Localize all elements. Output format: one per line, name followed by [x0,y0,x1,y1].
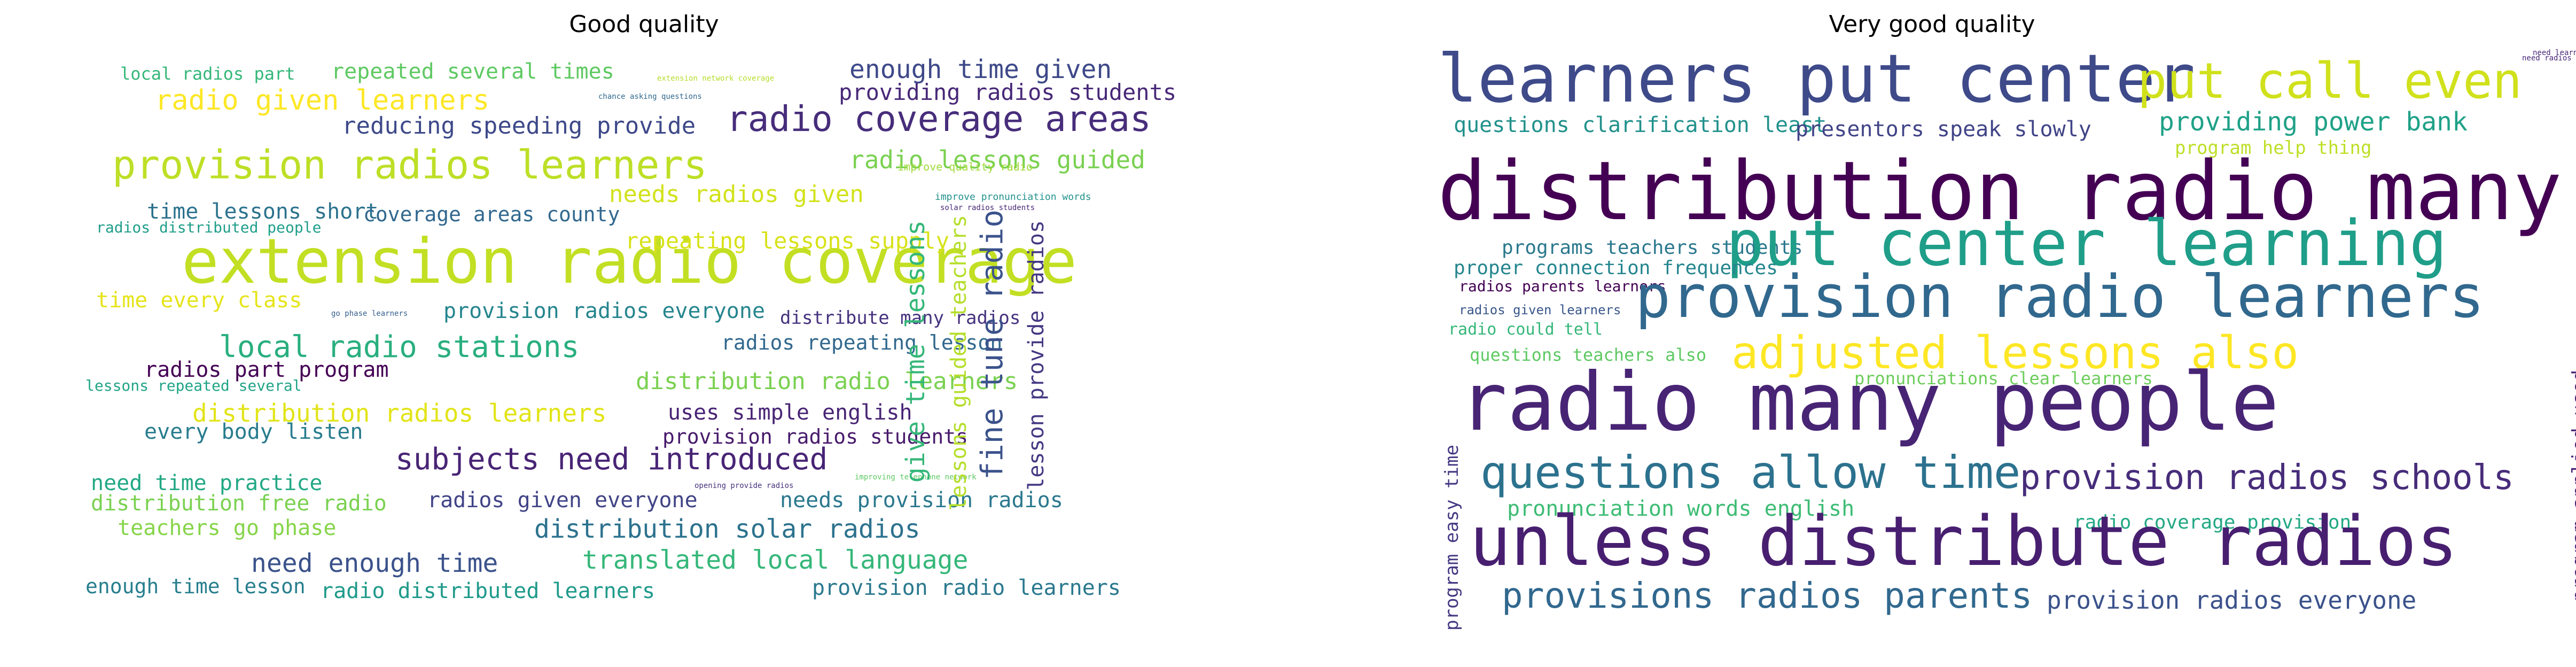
cloud-word: fine tune radio [975,210,1010,480]
cloud-word: need time practice [91,471,323,495]
cloud-word: pronunciations clear learners [1854,368,2153,389]
cloud-word: translated local language [582,545,969,575]
cloud-word: time lessons short [147,199,379,224]
cloud-word: provision radio learners [812,576,1121,600]
cloud-word: provision radios everyone [443,299,766,323]
cloud-word: radio lessons guided [849,145,1145,174]
cloud-word: radio coverage areas [727,98,1151,139]
cloud-word: solar radios students [940,204,1035,212]
cloud-word: chance asking questions [598,92,702,101]
cloud-word: teachers go phase [118,516,337,540]
cloud-word: coverage areas county [363,203,620,226]
cloud-word: presentors speak slowly [1796,117,2091,142]
cloud-word: questions teachers also [1470,345,1707,365]
cloud-word: local radio stations [219,330,580,364]
cloud-word: distribution free radio [91,491,387,516]
cloud-word: distribution radio learners [636,368,1018,395]
cloud-word: needs radios given [609,181,864,208]
cloud-word: learners put center [1438,41,2196,118]
cloud-word: uses simple english [668,400,912,425]
cloud-word: unless distribute radios [1470,502,2458,581]
cloud-word: radios given everyone [427,488,698,513]
cloud-word: proper connection frequences [1454,257,1778,279]
cloud-word: lessons repeated several [85,377,302,394]
cloud-word: go phase learners [331,309,408,318]
cloud-word: radio could tell [1448,320,1603,339]
cloud-word: program applied used [2569,370,2576,602]
cloud-word: every body listen [144,420,363,444]
word-cloud-very-good: learners put center put call even need lea… [1438,41,2576,631]
cloud-word: enough time lesson [85,575,306,598]
cloud-word: provision radios schools [2020,458,2514,498]
cloud-word: reducing speeding provide [342,112,696,139]
word-cloud-good: local radios part repeated several times e… [75,49,1282,626]
cloud-word: radio coverage provision [2073,511,2352,533]
cloud-word: provision radios students [662,425,968,448]
cloud-word: put center learning [1726,206,2447,280]
cloud-word: lessons guided teachers [947,215,971,511]
cloud-word: give time lessons [901,220,931,483]
cloud-word: provision radios everyone [2047,586,2417,615]
cloud-word: distribute many radios [780,307,1021,329]
cloud-word: provisions radios parents [1502,575,2033,616]
cloud-word: providing power bank [2159,107,2468,137]
cloud-word: needs provision radios [780,488,1063,513]
cloud-word: extension network coverage [657,74,775,83]
cloud-word: programs teachers students [1502,237,1803,259]
cloud-word: radios parents learners [1459,277,1666,295]
cloud-word: put call even [2137,52,2523,110]
cloud-word: need learners participate [2533,49,2576,57]
panel-title-good: Good quality [569,11,719,38]
cloud-word: extension radio coverage [182,226,1078,298]
cloud-word: opening provide radios [694,482,794,490]
cloud-word: need enough time [251,548,498,578]
cloud-word: lesson provide radios [1024,220,1049,491]
cloud-word: distribution radios learners [192,399,607,428]
cloud-word: improving telephone network [855,473,977,482]
cloud-word: repeated several times [331,59,614,84]
cloud-word: subjects need introduced [395,442,828,477]
cloud-word: radio given learners [155,84,490,117]
cloud-word: pronunciation words english [1507,497,1855,521]
cloud-word: need radios distributed [2522,54,2576,63]
cloud-word: radios given learners [1459,303,1621,317]
cloud-word: improve pronunciation words [935,191,1091,203]
cloud-word: radio many people [1459,356,2280,449]
cloud-word: provision radio learners [1635,262,2485,331]
cloud-word: radios distributed people [96,219,322,236]
cloud-word: provision radios learners [112,142,707,188]
cloud-word: adjusted lessons also [1731,327,2299,379]
cloud-word: radios part program [144,358,389,382]
cloud-word: questions clarification least [1454,113,1827,137]
cloud-word: repeating lessons supply [625,228,949,254]
cloud-word: improve quality radio [897,160,1033,173]
cloud-word: time every class [96,288,302,313]
cloud-word: program easy time [1441,445,1463,631]
cloud-word: radio distributed learners [321,579,655,603]
cloud-word: local radios part [120,64,295,84]
word-cloud-panel-very-good: Very good quality learners put center put… [1288,0,2576,667]
panel-title-very-good: Very good quality [1829,11,2035,38]
word-cloud-panel-good: Good quality local radios part repeated s… [75,11,1282,626]
cloud-word: questions allow time [1480,446,2021,499]
cloud-word: distribution radio many [1438,144,2562,238]
cloud-word: program help thing [2175,137,2372,159]
cloud-word: radios repeating lesson [721,331,1003,354]
cloud-word: providing radios students [839,79,1177,105]
cloud-word: distribution solar radios [534,514,920,544]
cloud-word: enough time given [849,55,1112,84]
